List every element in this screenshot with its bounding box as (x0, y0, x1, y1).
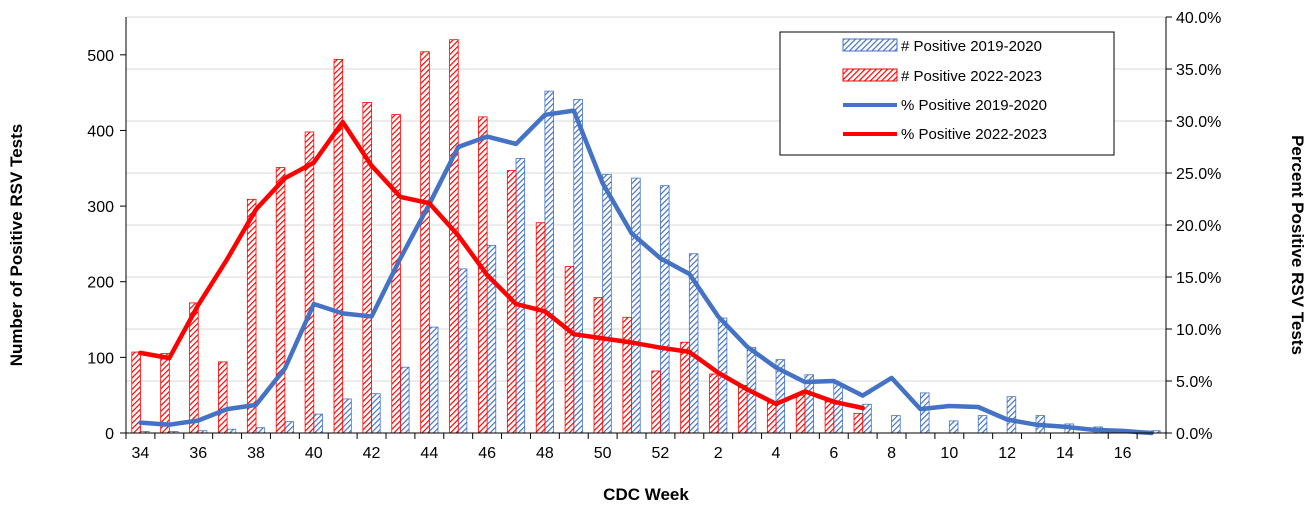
bar--positive-2019-2020-52 (660, 185, 670, 434)
y-left-tick-label: 100 (87, 350, 114, 367)
bar--positive-2022-2023-38 (246, 198, 257, 434)
bar--positive-2022-2023-48 (535, 222, 546, 434)
bar--positive-2022-2023-6 (824, 400, 835, 434)
x-tick-label: 10 (940, 445, 958, 462)
y-left-tick-label: 500 (87, 48, 114, 65)
legend-swatch-bar-2022-2023 (842, 68, 898, 82)
bar--positive-2019-2020-47 (515, 158, 526, 434)
legend-swatch-bar-2019-2020 (842, 38, 898, 52)
x-tick-label: 4 (772, 445, 781, 462)
x-tick-label: 14 (1056, 445, 1074, 462)
x-tick-label: 52 (652, 445, 670, 462)
bar--positive-2022-2023-37 (218, 361, 228, 434)
legend-box (779, 31, 1115, 156)
bar--positive-2019-2020-50 (602, 173, 612, 434)
bar--positive-2019-2020-43 (400, 366, 410, 434)
x-tick-label: 36 (189, 445, 207, 462)
y-right-tick-label: 25.0% (1176, 166, 1221, 183)
bar--positive-2022-2023-7 (853, 412, 864, 434)
bar--positive-2022-2023-40 (304, 131, 315, 434)
y-right-tick-label: 0.0% (1176, 426, 1212, 443)
y-left-tick-label: 300 (87, 199, 114, 216)
bar--positive-2019-2020-12 (1006, 396, 1017, 434)
bar--positive-2022-2023-1 (680, 341, 690, 434)
bar--positive-2022-2023-50 (593, 297, 604, 434)
bar--positive-2022-2023-52 (651, 370, 661, 434)
bar--positive-2019-2020-38 (255, 427, 266, 434)
legend-label-line-2022-2023: % Positive 2022-2023 (901, 126, 1047, 143)
bar--positive-2022-2023-4 (766, 402, 777, 434)
line--positive-2022-2023 (138, 119, 865, 411)
bar--positive-2019-2020-49 (573, 99, 583, 434)
x-tick-label: 6 (829, 445, 838, 462)
x-tick-label: 38 (247, 445, 265, 462)
bar--positive-2019-2020-37 (226, 428, 237, 434)
bar--positive-2022-2023-44 (420, 51, 430, 434)
y-left-tick-label: 400 (87, 123, 114, 140)
bar--positive-2022-2023-3 (738, 384, 748, 434)
bar--positive-2022-2023-2 (709, 373, 719, 434)
legend-label-line-2019-2020: % Positive 2019-2020 (901, 97, 1047, 114)
x-tick-label: 48 (536, 445, 554, 462)
line--positive-2019-2020 (138, 108, 1154, 436)
bar--positive-2022-2023-39 (275, 167, 286, 434)
gridlines (126, 16, 1166, 382)
y-right-tick-label: 20.0% (1176, 218, 1221, 235)
y-right-tick-label: 10.0% (1176, 322, 1221, 339)
y-left-tick-label: 0 (105, 426, 114, 443)
bar--positive-2022-2023-5 (795, 394, 806, 434)
y-right-tick-label: 15.0% (1176, 270, 1221, 287)
bar--positive-2019-2020-41 (342, 398, 352, 434)
bar--positive-2019-2020-39 (284, 421, 294, 434)
bar--positive-2019-2020-6 (833, 383, 843, 434)
bar--positive-2019-2020-40 (313, 413, 323, 434)
x-tick-label: 34 (132, 445, 150, 462)
bar--positive-2019-2020-51 (631, 177, 641, 434)
y-axis-right-title: Percent Positive RSV Tests (1288, 135, 1307, 355)
legend: # Positive 2019-2020 # Positive 2022-202… (779, 31, 1115, 156)
bar--positive-2019-2020-11 (977, 415, 988, 434)
x-tick-label: 2 (714, 445, 723, 462)
bar--positive-2019-2020-9 (920, 392, 930, 434)
x-tick-label: 44 (420, 445, 438, 462)
bar--positive-2019-2020-10 (948, 420, 959, 434)
bar--positive-2022-2023-51 (622, 316, 632, 434)
x-tick-label: 50 (594, 445, 612, 462)
legend-label-bar-2019-2020: # Positive 2019-2020 (901, 38, 1042, 55)
x-tick-label: 16 (1114, 445, 1132, 462)
bar--positive-2019-2020-8 (891, 415, 901, 434)
y-right-tick-label: 40.0% (1176, 10, 1221, 27)
x-tick-label: 42 (363, 445, 381, 462)
x-tick-label: 12 (998, 445, 1016, 462)
series-lines (138, 108, 1154, 436)
tick-labels: 0 100 200 300 400 500 0.0% 5.0% 10.0% 15.0% 20.0% 2… (87, 10, 1221, 462)
bar--positive-2019-2020-48 (544, 90, 554, 434)
y-right-tick-label: 30.0% (1176, 114, 1221, 131)
y-axis-left-title: Number of Positive RSV Tests (7, 124, 26, 366)
y-left-tick-label: 200 (87, 275, 114, 292)
x-tick-label: 8 (887, 445, 896, 462)
bar--positive-2022-2023-41 (333, 58, 344, 434)
bar--positive-2022-2023-35 (160, 353, 170, 434)
x-tick-label: 40 (305, 445, 323, 462)
x-tick-label: 46 (478, 445, 496, 462)
bar--positive-2019-2020-45 (457, 268, 468, 434)
x-axis-title: CDC Week (603, 485, 689, 504)
y-right-tick-label: 5.0% (1176, 374, 1212, 391)
bar--positive-2022-2023-49 (564, 266, 575, 434)
bar--positive-2019-2020-42 (371, 393, 381, 434)
legend-label-bar-2022-2023: # Positive 2022-2023 (901, 68, 1042, 85)
axes (120, 16, 1172, 439)
y-right-tick-label: 35.0% (1176, 62, 1221, 79)
bar--positive-2019-2020-44 (428, 326, 439, 434)
